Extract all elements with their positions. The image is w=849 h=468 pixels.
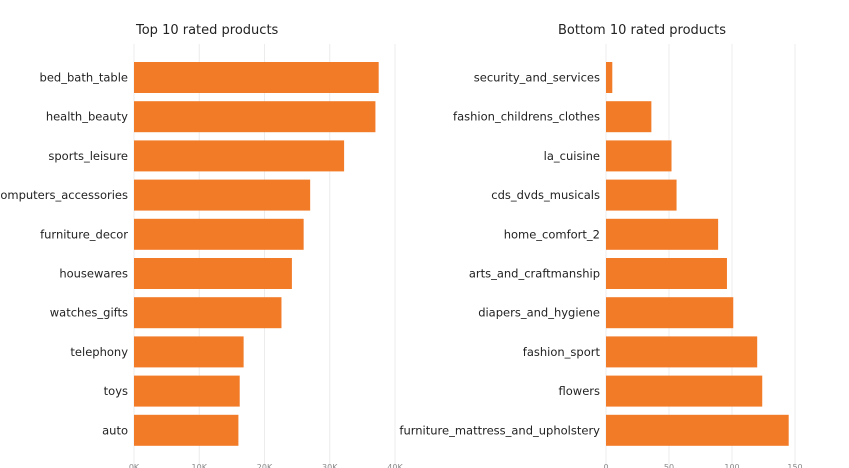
bar-sports_leisure[interactable] bbox=[134, 140, 345, 172]
bar-arts_and_craftmanship[interactable] bbox=[606, 258, 727, 289]
x-tick-label: 10K bbox=[192, 463, 208, 468]
category-label: furniture_decor bbox=[40, 227, 128, 241]
chart-title: Top 10 rated products bbox=[135, 23, 279, 38]
chart-panel-1: Top 10 rated products bed_bath_tablehealt… bbox=[0, 23, 403, 468]
bar-fashion_sport[interactable] bbox=[606, 336, 758, 368]
category-label: bed_bath_table bbox=[40, 71, 128, 85]
bar-health_beauty[interactable] bbox=[134, 101, 376, 133]
chart-panel-2: Bottom 10 rated products security_and_ser… bbox=[399, 23, 803, 468]
bar-home_comfort_2[interactable] bbox=[606, 218, 719, 250]
bar-bed_bath_table[interactable] bbox=[134, 62, 379, 93]
category-label: diapers_and_hygiene bbox=[478, 306, 600, 320]
bar-watches_gifts[interactable] bbox=[134, 297, 282, 329]
bar-flowers[interactable] bbox=[606, 375, 763, 407]
bar-telephony[interactable] bbox=[134, 336, 244, 368]
bar-diapers_and_hygiene[interactable] bbox=[606, 297, 734, 329]
bar-security_and_services[interactable] bbox=[606, 62, 613, 93]
category-label: la_cuisine bbox=[544, 149, 600, 163]
bar-housewares[interactable] bbox=[134, 258, 292, 289]
category-label: health_beauty bbox=[46, 110, 128, 124]
x-tick-label: 150 bbox=[787, 463, 802, 468]
category-label: watches_gifts bbox=[50, 306, 128, 320]
category-label: housewares bbox=[59, 267, 128, 281]
bar-toys[interactable] bbox=[134, 375, 240, 407]
bar-auto[interactable] bbox=[134, 414, 239, 446]
category-label: furniture_mattress_and_upholstery bbox=[399, 423, 600, 437]
category-label: home_comfort_2 bbox=[504, 227, 600, 241]
x-tick-label: 50 bbox=[664, 463, 674, 468]
category-label: flowers bbox=[559, 384, 600, 398]
x-tick-label: 30K bbox=[322, 463, 338, 468]
bar-furniture_decor[interactable] bbox=[134, 218, 304, 250]
category-label: fashion_sport bbox=[523, 345, 601, 359]
x-tick-label: 0 bbox=[603, 463, 608, 468]
category-label: cds_dvds_musicals bbox=[491, 188, 600, 202]
x-tick-label: 40K bbox=[387, 463, 403, 468]
category-label: telephony bbox=[70, 345, 128, 359]
x-tick-label: 100 bbox=[724, 463, 739, 468]
bar-fashion_childrens_clothes[interactable] bbox=[606, 101, 652, 133]
category-label: auto bbox=[102, 423, 128, 437]
category-label: sports_leisure bbox=[48, 149, 128, 163]
chart-title: Bottom 10 rated products bbox=[558, 23, 726, 38]
x-tick-label: 20K bbox=[257, 463, 273, 468]
category-label: arts_and_craftmanship bbox=[469, 267, 600, 281]
category-label: fashion_childrens_clothes bbox=[453, 110, 600, 124]
bar-furniture_mattress_and_upholstery[interactable] bbox=[606, 414, 789, 446]
category-label: toys bbox=[104, 384, 128, 398]
bar-computers_accessories[interactable] bbox=[134, 179, 311, 211]
category-label: computers_accessories bbox=[0, 188, 128, 202]
category-label: security_and_services bbox=[474, 71, 600, 85]
bar-la_cuisine[interactable] bbox=[606, 140, 672, 172]
bar-cds_dvds_musicals[interactable] bbox=[606, 179, 677, 211]
x-tick-label: 0K bbox=[129, 463, 140, 468]
